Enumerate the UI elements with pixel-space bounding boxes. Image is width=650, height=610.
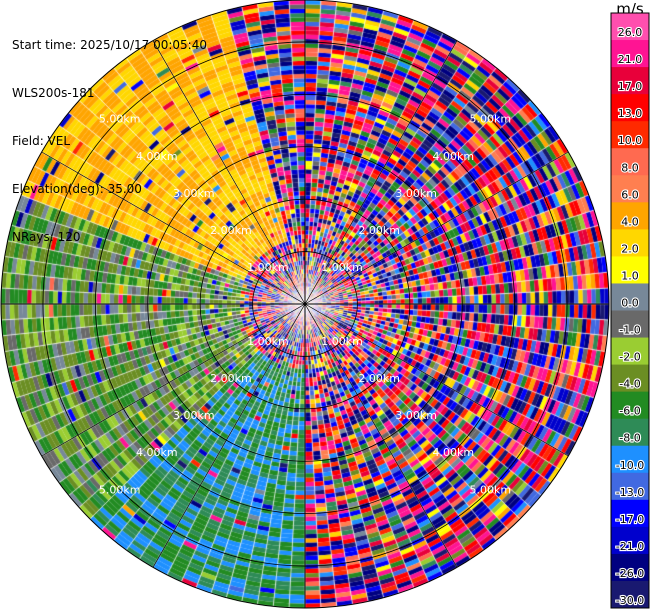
azimuth-line xyxy=(41,303,306,457)
colorbar-tick-label: -30.0 xyxy=(616,594,644,607)
azimuth-line xyxy=(152,303,306,568)
colorbar-bin xyxy=(611,391,649,420)
colorbar-tick-label: 1.0 xyxy=(621,269,639,282)
colorbar-tick-label: 26.0 xyxy=(618,26,643,39)
range-ring-label: 1.00km xyxy=(247,261,289,274)
range-ring-label: 5.00km xyxy=(99,113,141,126)
colorbar-bin xyxy=(611,553,649,582)
colorbar-frame xyxy=(610,12,650,609)
range-ring-label: 3.00km xyxy=(173,187,215,200)
colorbar-tick-label: -26.0 xyxy=(616,567,644,580)
colorbar-bin xyxy=(611,67,649,95)
instrument-label: WLS200s-181 xyxy=(12,86,95,100)
range-ring-label: 5.00km xyxy=(470,113,512,126)
range-ring-label: 3.00km xyxy=(395,409,437,422)
colorbar-tick-label: -4.0 xyxy=(619,378,640,391)
colorbar-bin xyxy=(611,499,649,528)
azimuth-line xyxy=(152,40,306,305)
range-ring-label: 2.00km xyxy=(358,372,400,385)
colorbar-tick-label: -10.0 xyxy=(616,459,644,472)
colorbar-tick-label: 0.0 xyxy=(621,297,639,310)
colorbar-tick-label: -13.0 xyxy=(616,486,644,499)
range-ring-label: 5.00km xyxy=(470,483,512,496)
colorbar-tick-label: 6.0 xyxy=(621,188,639,201)
field-label: Field: VEL xyxy=(12,134,71,148)
colorbar-bin xyxy=(611,13,649,41)
start-time-label: Start time: 2025/10/17 00:05:40 xyxy=(12,38,207,52)
colorbar-bin xyxy=(611,256,649,284)
range-ring-label: 1.00km xyxy=(321,261,363,274)
colorbar-tick-label: -8.0 xyxy=(619,432,640,445)
colorbar-bin xyxy=(611,94,649,122)
range-ring-label: 2.00km xyxy=(358,224,400,237)
nrays-label: NRays: 120 xyxy=(12,230,81,244)
colorbar-bin xyxy=(611,283,649,311)
colorbar-tick-label: 10.0 xyxy=(618,134,643,147)
range-ring-label: 2.00km xyxy=(210,372,252,385)
azimuth-line xyxy=(304,151,569,305)
colorbar-tick-label: -21.0 xyxy=(616,540,644,553)
colorbar-bin xyxy=(611,148,649,176)
range-ring-label: 3.00km xyxy=(173,409,215,422)
colorbar-tick-label: -17.0 xyxy=(616,513,644,526)
colorbar-tick-label: 4.0 xyxy=(621,215,639,228)
plot-info: Start time: 2025/10/17 00:05:40 WLS200s-… xyxy=(12,5,207,261)
range-ring-label: 2.00km xyxy=(210,224,252,237)
colorbar-bin xyxy=(611,40,649,68)
range-ring-label: 3.00km xyxy=(395,187,437,200)
range-ring-label: 1.00km xyxy=(321,335,363,348)
range-ring-label: 4.00km xyxy=(432,446,474,459)
colorbar-bin xyxy=(611,526,649,555)
azimuth-line xyxy=(304,303,458,568)
colorbar-tick-label: 17.0 xyxy=(618,80,643,93)
colorbar-tick-label: 2.0 xyxy=(621,242,639,255)
colorbar-tick-label: -2.0 xyxy=(619,351,640,364)
range-ring-label: 4.00km xyxy=(136,446,178,459)
range-ring-label: 4.00km xyxy=(432,150,474,163)
colorbar-bin xyxy=(611,580,649,609)
colorbar-tick-label: 13.0 xyxy=(618,107,643,120)
colorbar-bin xyxy=(611,121,649,149)
colorbar-tick-label: 21.0 xyxy=(618,53,643,66)
colorbar-bin xyxy=(611,472,649,501)
colorbar-bin xyxy=(611,364,649,393)
colorbar-tick-label: -1.0 xyxy=(619,324,640,337)
range-ring-label: 1.00km xyxy=(247,335,289,348)
colorbar-tick-label: -6.0 xyxy=(619,405,640,418)
colorbar-bin xyxy=(611,445,649,474)
range-ring-label: 5.00km xyxy=(99,483,141,496)
range-ring-label: 4.00km xyxy=(136,150,178,163)
azimuth-line xyxy=(304,303,569,457)
colorbar-bin xyxy=(611,175,649,203)
colorbar-bin xyxy=(611,418,649,447)
colorbar-bin xyxy=(611,310,649,339)
elevation-label: Elevation(deg): 35.00 xyxy=(12,182,142,196)
colorbar-bin xyxy=(611,337,649,366)
azimuth-line xyxy=(41,151,306,305)
colorbar-tick-label: 8.0 xyxy=(621,161,639,174)
colorbar-bin xyxy=(611,229,649,257)
azimuth-line xyxy=(304,40,458,305)
colorbar-bin xyxy=(611,202,649,230)
